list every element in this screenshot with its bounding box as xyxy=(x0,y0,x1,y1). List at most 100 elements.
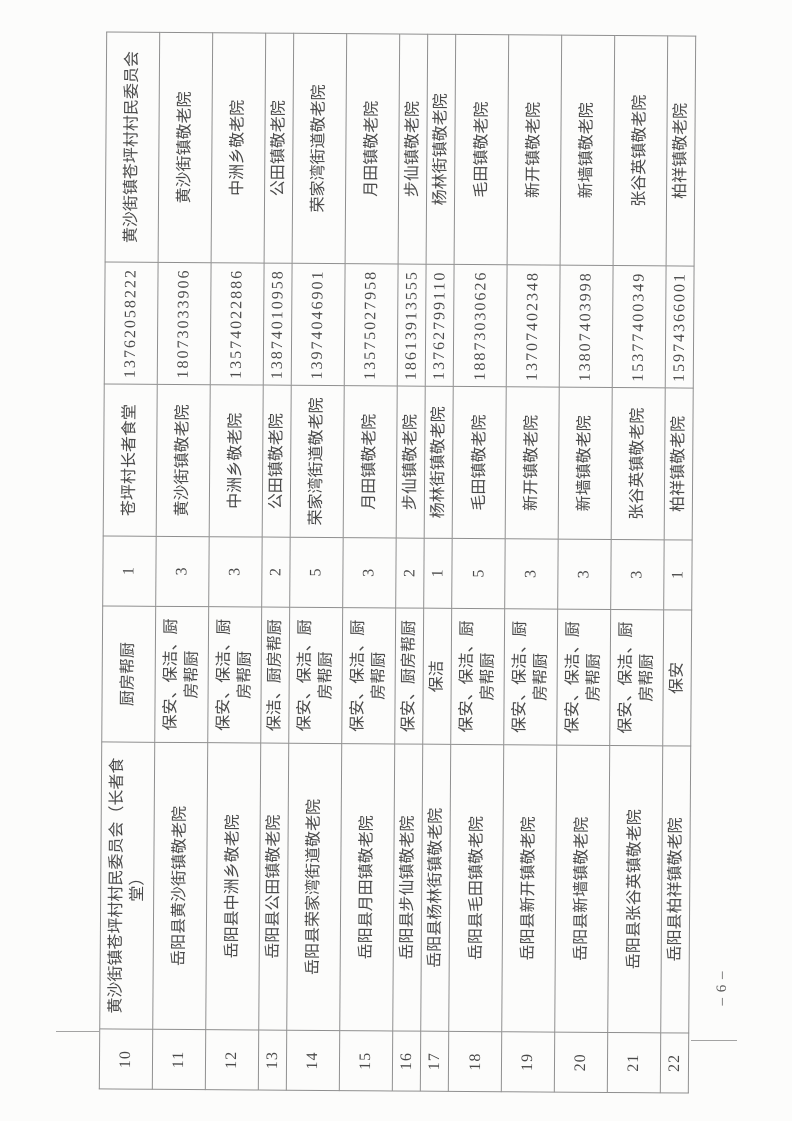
cell-seq: 12 xyxy=(205,1029,259,1091)
cell-workplace: 苍坪村长者食堂 xyxy=(103,383,158,537)
cell-seq: 17 xyxy=(420,1031,449,1092)
cell-positions: 保安、保洁、厨房帮厨 xyxy=(341,607,396,744)
cell-workplace: 步仙镇敬老院 xyxy=(395,385,426,539)
cell-contact: 步仙镇敬老院 xyxy=(397,34,428,265)
cell-positions: 保安、保洁、厨房帮厨 xyxy=(450,608,505,745)
cell-count: 3 xyxy=(342,537,396,608)
table-row: 12 岳阳县中洲乡敬老院 保安、保洁、厨房帮厨 3 中洲乡敬老院 1357402… xyxy=(205,32,266,1091)
cell-workplace: 黄沙街镇敬老院 xyxy=(156,384,211,537)
cell-workplace: 新开镇敬老院 xyxy=(505,386,560,540)
cell-unit: 岳阳县新墙镇敬老院 xyxy=(554,745,610,1033)
cell-unit: 岳阳县杨林街镇敬老院 xyxy=(420,744,451,1032)
cell-count: 5 xyxy=(289,537,344,608)
cell-phone: 13762799110 xyxy=(425,264,455,387)
cell-contact: 柏祥镇敬老院 xyxy=(665,35,696,267)
cell-count: 2 xyxy=(395,537,425,609)
table-row: 19 岳阳县新开镇敬老院 保安、保洁、厨房帮厨 3 新开镇敬老院 1370740… xyxy=(501,34,562,1093)
cell-phone: 13762058222 xyxy=(104,261,158,385)
cell-unit: 岳阳县月田镇敬老院 xyxy=(339,743,395,1031)
placement-roster-table: 10 黄沙街镇苍坪村村民委员会（长者食堂） 厨房帮厨 1 苍坪村长者食堂 137… xyxy=(99,31,696,1094)
cell-seq: 19 xyxy=(501,1031,555,1093)
cell-phone: 13974046901 xyxy=(291,263,345,386)
cell-seq: 20 xyxy=(554,1032,608,1093)
cell-unit: 岳阳县柏祥镇敬老院 xyxy=(660,745,691,1034)
cell-seq: 21 xyxy=(607,1032,661,1093)
table-row: 21 岳阳县张谷英镇敬老院 保安、保洁、厨房帮厨 3 张谷英镇敬老院 15377… xyxy=(607,35,668,1093)
cell-phone: 13707402348 xyxy=(506,264,561,388)
cell-workplace: 毛田镇敬老院 xyxy=(452,386,507,539)
table-row: 10 黄沙街镇苍坪村村民委员会（长者食堂） 厨房帮厨 1 苍坪村长者食堂 137… xyxy=(99,31,160,1090)
table-row: 22 岳阳县柏祥镇敬老院 保安 1 柏祥镇敬老院 15974366001 柏祥镇… xyxy=(660,35,696,1094)
cell-unit: 岳阳县荣家湾街道敬老院 xyxy=(286,743,342,1031)
cell-count: 5 xyxy=(451,538,506,609)
cell-positions: 保安、保洁、厨房帮厨 xyxy=(288,607,343,744)
cell-positions: 保安、保洁、厨房帮厨 xyxy=(556,609,611,746)
cell-contact: 杨林街镇敬老院 xyxy=(426,34,456,265)
cell-positions: 保安、厨房帮厨 xyxy=(394,607,424,745)
cell-unit: 岳阳县新开镇敬老院 xyxy=(501,744,557,1033)
rotated-table-container: 10 黄沙街镇苍坪村村民委员会（长者食堂） 厨房帮厨 1 苍坪村长者食堂 137… xyxy=(99,31,696,1094)
cell-positions: 保洁 xyxy=(422,608,452,745)
cell-positions: 厨房帮厨 xyxy=(101,605,156,743)
cell-workplace: 杨林街镇敬老院 xyxy=(424,386,454,539)
cell-positions: 保安 xyxy=(662,609,692,747)
cell-count: 3 xyxy=(610,539,664,610)
cell-workplace: 公田镇敬老院 xyxy=(261,385,292,538)
cell-count: 2 xyxy=(261,537,291,608)
cell-contact: 公田镇敬老院 xyxy=(263,33,294,264)
table-row: 14 岳阳县荣家湾街道敬老院 保安、保洁、厨房帮厨 5 荣家湾街道敬老院 139… xyxy=(286,33,347,1091)
cell-contact: 黄沙街镇敬老院 xyxy=(157,32,213,263)
cell-phone: 18613913555 xyxy=(396,263,427,387)
cell-unit: 岳阳县步仙镇敬老院 xyxy=(392,743,423,1032)
cell-workplace: 月田镇敬老院 xyxy=(343,385,397,538)
cell-contact: 毛田镇敬老院 xyxy=(454,34,509,265)
cell-seq: 14 xyxy=(286,1030,340,1091)
cell-count: 1 xyxy=(102,535,157,607)
cell-unit: 岳阳县张谷英镇敬老院 xyxy=(607,745,663,1033)
cell-count: 1 xyxy=(423,538,453,609)
cell-count: 3 xyxy=(504,538,559,610)
cell-count: 1 xyxy=(663,539,693,611)
cell-seq: 13 xyxy=(258,1030,287,1091)
cell-workplace: 柏祥镇敬老院 xyxy=(663,387,694,541)
cell-unit: 岳阳县黄沙街镇敬老院 xyxy=(152,742,208,1030)
cell-phone: 18873030626 xyxy=(453,264,508,387)
cell-unit: 黄沙街镇苍坪村村民委员会（长者食堂） xyxy=(99,741,155,1030)
cell-count: 3 xyxy=(557,539,612,610)
cell-positions: 保安、保洁、厨房帮厨 xyxy=(503,608,558,746)
cell-phone: 13874010958 xyxy=(262,263,293,386)
cell-positions: 保安、保洁、厨房帮厨 xyxy=(609,609,664,746)
cell-contact: 黄沙街镇苍坪村村民委员会 xyxy=(105,31,160,263)
cell-phone: 13807403998 xyxy=(559,265,613,388)
cell-contact: 新开镇敬老院 xyxy=(507,34,562,266)
cell-seq: 16 xyxy=(392,1030,421,1092)
cell-contact: 荣家湾街道敬老院 xyxy=(292,33,347,264)
cell-contact: 张谷英镇敬老院 xyxy=(612,35,668,266)
cell-contact: 月田镇敬老院 xyxy=(344,33,400,264)
cell-count: 3 xyxy=(155,536,209,607)
cell-positions: 保安、保洁、厨房帮厨 xyxy=(207,606,262,744)
cell-phone: 13574022886 xyxy=(210,262,264,386)
cell-workplace: 张谷英镇敬老院 xyxy=(611,387,665,540)
scan-artifact-line xyxy=(56,1031,100,1032)
cell-phone: 18073033906 xyxy=(157,262,211,385)
table-row: 20 岳阳县新墙镇敬老院 保安、保洁、厨房帮厨 3 新墙镇敬老院 1380740… xyxy=(554,35,615,1093)
cell-positions: 保洁、厨房帮厨 xyxy=(260,607,290,744)
cell-seq: 11 xyxy=(152,1029,206,1090)
cell-phone: 15377400349 xyxy=(612,265,666,388)
table-row: 11 岳阳县黄沙街镇敬老院 保安、保洁、厨房帮厨 3 黄沙街镇敬老院 18073… xyxy=(152,32,213,1090)
cell-seq: 15 xyxy=(339,1030,393,1091)
cell-unit: 岳阳县毛田镇敬老院 xyxy=(448,744,504,1032)
cell-workplace: 新墙镇敬老院 xyxy=(558,387,613,540)
cell-seq: 10 xyxy=(99,1028,153,1090)
cell-unit: 岳阳县中洲乡敬老院 xyxy=(205,742,261,1031)
cell-contact: 新墙镇敬老院 xyxy=(560,35,615,266)
table-row: 15 岳阳县月田镇敬老院 保安、保洁、厨房帮厨 3 月田镇敬老院 1357502… xyxy=(339,33,400,1091)
cell-phone: 13575027958 xyxy=(344,263,398,386)
scan-artifact-line xyxy=(691,1040,737,1041)
cell-count: 3 xyxy=(208,536,262,608)
cell-workplace: 中洲乡敬老院 xyxy=(208,384,263,538)
table-row: 18 岳阳县毛田镇敬老院 保安、保洁、厨房帮厨 5 毛田镇敬老院 1887303… xyxy=(448,34,509,1092)
cell-seq: 18 xyxy=(448,1031,502,1092)
